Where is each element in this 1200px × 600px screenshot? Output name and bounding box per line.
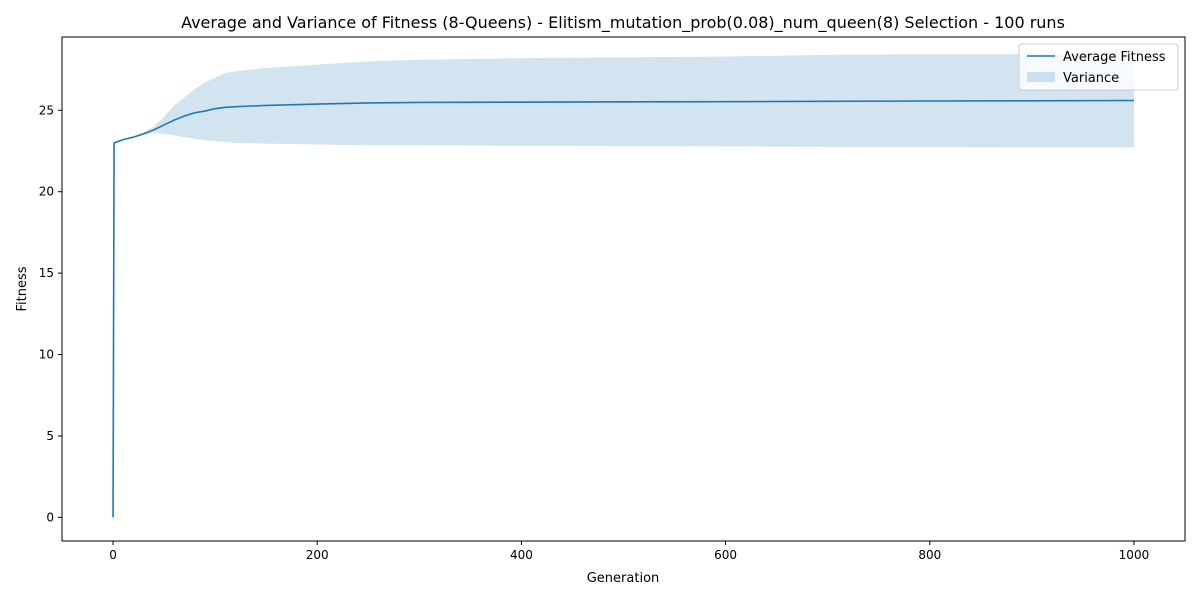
y-tick-label: 20 bbox=[39, 185, 54, 199]
plot-frame bbox=[61, 36, 1186, 542]
x-axis-label: Generation bbox=[587, 571, 660, 586]
y-tick-label: 5 bbox=[46, 429, 54, 443]
plot-area bbox=[112, 54, 1134, 518]
x-axis: 0 200 400 600 800 1000 bbox=[109, 541, 1149, 562]
y-tick-label: 0 bbox=[46, 510, 54, 524]
average-fitness-line bbox=[112, 99, 1134, 518]
x-tick-label: 0 bbox=[109, 548, 117, 562]
x-tick-label: 600 bbox=[714, 548, 737, 562]
y-tick-label: 15 bbox=[39, 266, 54, 280]
y-axis-label: Fitness bbox=[15, 266, 30, 311]
legend-band-swatch bbox=[1027, 72, 1055, 82]
legend-box bbox=[1018, 43, 1179, 91]
legend-label-average: Average Fitness bbox=[1063, 50, 1166, 65]
x-tick-label: 400 bbox=[510, 548, 533, 562]
x-tick-label: 800 bbox=[918, 548, 941, 562]
chart-title: Average and Variance of Fitness (8-Queen… bbox=[181, 13, 1065, 33]
y-axis: 0 5 10 15 20 25 bbox=[39, 103, 62, 524]
x-tick-label: 1000 bbox=[1119, 548, 1150, 562]
x-tick-label: 200 bbox=[306, 548, 329, 562]
legend-label-variance: Variance bbox=[1063, 71, 1119, 86]
y-tick-label: 10 bbox=[39, 348, 54, 362]
legend: Average Fitness Variance bbox=[1018, 43, 1179, 91]
y-tick-label: 25 bbox=[39, 103, 54, 117]
